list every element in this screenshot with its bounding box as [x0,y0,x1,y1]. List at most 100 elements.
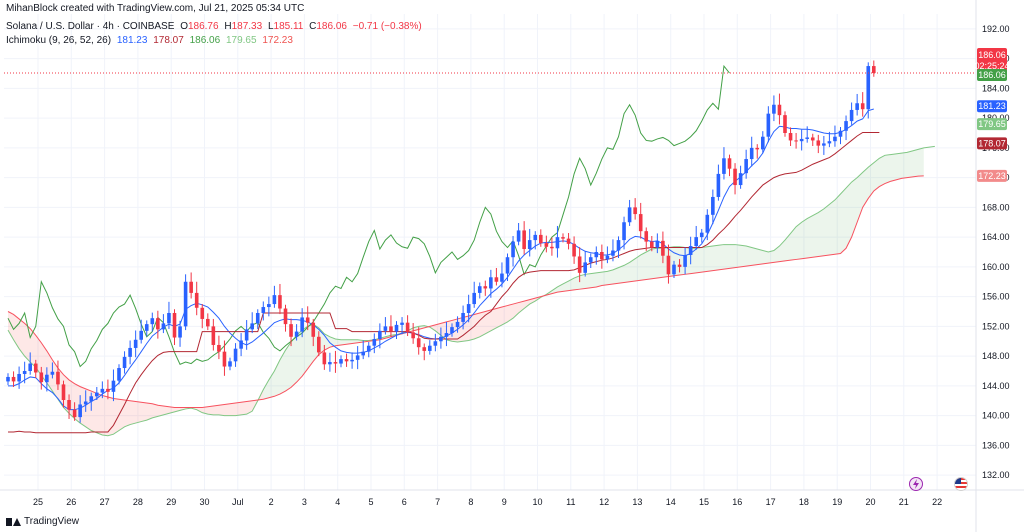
time-tick-label: 28 [133,497,143,507]
candle-body [733,168,737,186]
cloud-segment [735,244,741,268]
time-tick-label: 14 [666,497,676,507]
candle-body [816,140,821,146]
time-tick-label: 21 [899,497,909,507]
price-tick-label: 136.00 [982,440,1010,450]
candle-body [827,141,832,144]
time-tick-label: Jul [232,497,244,507]
candle-body [200,307,205,319]
candle-body [822,143,826,146]
indicator-name: Ichimoku (9, 26, 52, 26) [6,35,112,46]
cloud-segment [8,311,14,340]
cloud-segment [712,245,719,271]
cloud-segment [879,155,885,187]
time-tick-label: 22 [932,497,942,507]
span-b-badge: 172.23 [978,171,1006,181]
candle-body [550,246,554,249]
candle-body [472,292,476,305]
candle-body [228,361,232,367]
candle-body [283,308,288,325]
chikou-value: 186.06 [189,35,221,46]
us-flag-icon[interactable] [954,477,968,491]
candle-body [83,401,88,405]
candle-body [278,295,282,309]
tradingview-logo-icon [6,517,21,526]
time-tick-label: 6 [402,497,407,507]
candle-body [339,359,343,364]
candle-body [744,159,748,174]
candle-body [111,380,116,392]
candle-body [172,312,177,338]
cloud-segment [263,379,269,400]
cloud-segment [646,249,652,280]
cloud-segment [651,248,658,279]
candle-body [600,252,604,260]
lightning-icon[interactable] [909,477,923,491]
candle-body [761,136,765,150]
cloud-segment [718,244,724,270]
candle-body [844,121,848,131]
cloud-segment [873,158,880,192]
kijun-badge-bg [977,137,1007,150]
cloud-segment [851,177,858,238]
span-b-value: 172.23 [262,35,293,46]
tenkan-badge: 181.23 [978,101,1006,111]
candle-body [544,243,549,247]
candle-body [555,237,560,249]
legend: Solana / U.S. Dollar · 4h · COINBASE O18… [6,20,422,48]
cloud-segment [757,249,763,265]
cloud-segment [751,247,758,266]
cloud-segment [618,265,625,284]
close-value: 186.06 [316,21,347,32]
candle-body [189,281,193,293]
cloud-segment [102,395,108,436]
candle-body [577,256,582,273]
candle-body [672,264,676,275]
candle-body [738,173,743,186]
candle-body [699,232,704,238]
cloud-segment [807,215,813,258]
time-tick-label: 4 [335,497,340,507]
span-b-line [7,175,924,408]
cloud-segment [590,272,597,288]
candle-body [622,222,626,241]
candle-body [511,241,515,258]
cloud-segment [19,318,25,357]
cloud-segment [746,246,752,267]
cloud-segment [785,233,791,261]
cloud-segment [496,307,502,328]
time-tick-label: 10 [532,497,542,507]
candle-body [128,347,132,357]
price-tick-label: 164.00 [982,232,1010,242]
cloud-segment [30,328,36,368]
cloud-segment [329,336,336,348]
cloud-segment [585,273,591,289]
tenkan-value: 181.23 [116,35,148,46]
candle-body [100,388,105,393]
cloud-segment [96,393,103,435]
candle-body [855,103,859,110]
candle-body [849,109,854,122]
tradingview-footer[interactable]: TradingView [6,516,79,527]
cloud-segment [46,350,53,392]
kijun-value: 178.07 [153,35,184,46]
cloud-segment [907,150,913,178]
span-a-badge-bg [977,118,1007,131]
cloud-segment [912,149,919,177]
cloud-segment [141,402,147,422]
time-tick-label: 16 [732,497,742,507]
cloud-segment [574,275,580,290]
change-value: −0.71 (−0.38%) [352,21,422,32]
price-tick-label: 144.00 [982,381,1010,391]
candle-body [466,304,471,313]
cloud-segment [779,240,785,262]
ichimoku-legend[interactable]: Ichimoku (9, 26, 52, 26) 181.23 178.07 1… [6,34,422,48]
candle-body [477,286,482,293]
candle-body [533,234,538,241]
time-tick-label: 2 [269,497,274,507]
chikou-badge: 186.06 [978,70,1006,80]
candle-body [866,66,871,110]
candle-body [788,133,793,141]
symbol-legend[interactable]: Solana / U.S. Dollar · 4h · COINBASE O18… [6,20,422,34]
